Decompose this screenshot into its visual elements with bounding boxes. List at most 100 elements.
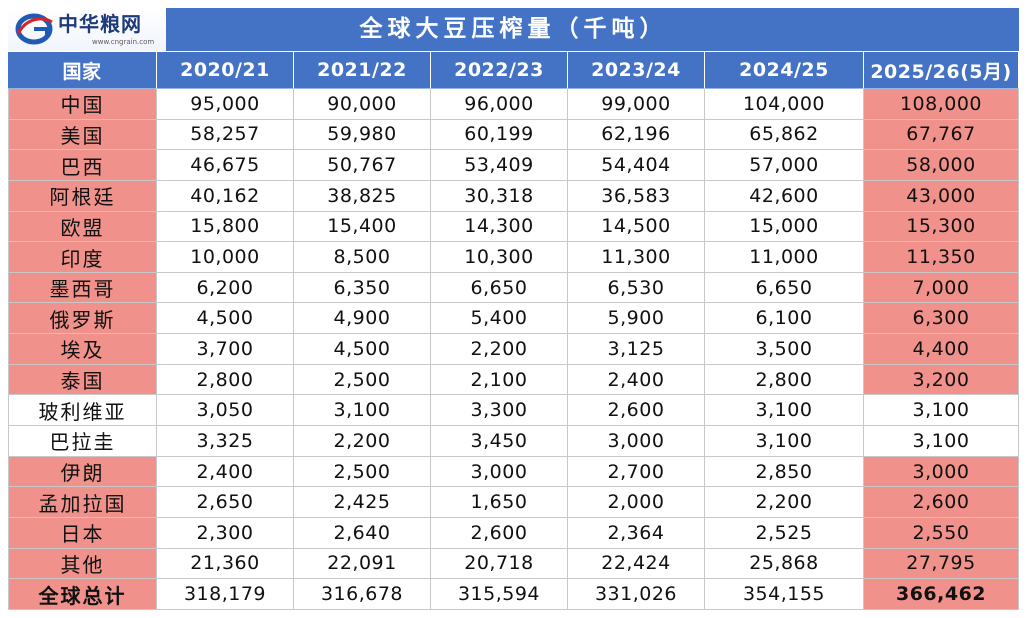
- value-cell: 3,100: [705, 426, 864, 457]
- country-name: 埃及: [8, 334, 157, 365]
- value-cell: 36,583: [568, 180, 705, 212]
- column-header-country: 国家: [8, 52, 157, 89]
- value-cell: 6,300: [864, 303, 1019, 335]
- value-cell: 2,800: [705, 364, 864, 396]
- value-cell: 20,718: [431, 548, 568, 580]
- value-cell: 1,650: [431, 487, 568, 518]
- total-value: 354,155: [705, 579, 864, 610]
- value-cell: 22,091: [294, 548, 431, 580]
- value-cell: 30,318: [431, 180, 568, 212]
- value-cell: 27,795: [864, 548, 1019, 580]
- value-cell: 43,000: [864, 180, 1019, 212]
- value-cell: 2,200: [705, 487, 864, 518]
- value-cell: 3,300: [431, 395, 568, 427]
- country-name: 玻利维亚: [8, 395, 157, 427]
- value-cell: 4,400: [864, 334, 1019, 365]
- logo-name: 中华粮网: [58, 12, 142, 36]
- table-title: 全球大豆压榨量（千吨）: [359, 16, 668, 42]
- value-cell: 95,000: [157, 89, 294, 120]
- value-cell: 2,600: [431, 517, 568, 549]
- value-cell: 4,900: [294, 303, 431, 335]
- value-cell: 15,300: [864, 211, 1019, 243]
- value-cell: 2,500: [294, 456, 431, 488]
- value-cell: 53,409: [431, 150, 568, 181]
- country-name: 中国: [8, 89, 157, 120]
- value-cell: 11,000: [705, 242, 864, 273]
- total-label: 全球总计: [8, 579, 157, 610]
- value-cell: 11,300: [568, 242, 705, 273]
- value-cell: 5,400: [431, 303, 568, 335]
- value-cell: 3,100: [864, 426, 1019, 457]
- value-cell: 59,980: [294, 119, 431, 151]
- total-value: 316,678: [294, 579, 431, 610]
- value-cell: 2,850: [705, 456, 864, 488]
- value-cell: 58,257: [157, 119, 294, 151]
- logo-icon: [15, 13, 53, 45]
- value-cell: 2,000: [568, 487, 705, 518]
- value-cell: 5,900: [568, 303, 705, 335]
- country-name: 伊朗: [8, 456, 157, 488]
- column-header-2024-25: 2024/25: [705, 52, 864, 89]
- value-cell: 2,400: [568, 364, 705, 396]
- value-cell: 96,000: [431, 89, 568, 120]
- value-cell: 2,600: [864, 487, 1019, 518]
- value-cell: 2,525: [705, 517, 864, 549]
- country-name: 欧盟: [8, 211, 157, 243]
- value-cell: 2,425: [294, 487, 431, 518]
- value-cell: 6,650: [431, 272, 568, 304]
- value-cell: 3,450: [431, 426, 568, 457]
- value-cell: 7,000: [864, 272, 1019, 304]
- value-cell: 6,100: [705, 303, 864, 335]
- country-name: 日本: [8, 517, 157, 549]
- value-cell: 2,200: [431, 334, 568, 365]
- value-cell: 6,200: [157, 272, 294, 304]
- value-cell: 2,550: [864, 517, 1019, 549]
- total-value: 315,594: [431, 579, 568, 610]
- value-cell: 2,364: [568, 517, 705, 549]
- value-cell: 4,500: [157, 303, 294, 335]
- value-cell: 67,767: [864, 119, 1019, 151]
- value-cell: 58,000: [864, 150, 1019, 181]
- country-name: 印度: [8, 242, 157, 273]
- value-cell: 3,700: [157, 334, 294, 365]
- value-cell: 57,000: [705, 150, 864, 181]
- value-cell: 3,200: [864, 364, 1019, 396]
- value-cell: 25,868: [705, 548, 864, 580]
- country-name: 巴拉圭: [8, 426, 157, 457]
- country-name: 泰国: [8, 364, 157, 396]
- value-cell: 3,000: [568, 426, 705, 457]
- country-name: 孟加拉国: [8, 487, 157, 518]
- value-cell: 46,675: [157, 150, 294, 181]
- value-cell: 4,500: [294, 334, 431, 365]
- value-cell: 2,800: [157, 364, 294, 396]
- site-logo: 中华粮网 www.cngrain.com: [8, 8, 166, 51]
- value-cell: 2,400: [157, 456, 294, 488]
- country-name: 阿根廷: [8, 180, 157, 212]
- value-cell: 3,125: [568, 334, 705, 365]
- value-cell: 3,100: [705, 395, 864, 427]
- value-cell: 3,050: [157, 395, 294, 427]
- table-sheet: 全球大豆压榨量（千吨） 中华粮网 www.cngrain.com 国家 2020/…: [8, 8, 1019, 610]
- value-cell: 104,000: [705, 89, 864, 120]
- column-header-2020-21: 2020/21: [157, 52, 294, 89]
- value-cell: 8,500: [294, 242, 431, 273]
- country-name: 墨西哥: [8, 272, 157, 304]
- value-cell: 3,000: [864, 456, 1019, 488]
- value-cell: 3,500: [705, 334, 864, 365]
- value-cell: 3,100: [294, 395, 431, 427]
- value-cell: 3,325: [157, 426, 294, 457]
- value-cell: 42,600: [705, 180, 864, 212]
- value-cell: 22,424: [568, 548, 705, 580]
- value-cell: 38,825: [294, 180, 431, 212]
- value-cell: 108,000: [864, 89, 1019, 120]
- value-cell: 6,350: [294, 272, 431, 304]
- value-cell: 2,640: [294, 517, 431, 549]
- value-cell: 21,360: [157, 548, 294, 580]
- total-value: 318,179: [157, 579, 294, 610]
- value-cell: 2,650: [157, 487, 294, 518]
- value-cell: 6,650: [705, 272, 864, 304]
- value-cell: 62,196: [568, 119, 705, 151]
- value-cell: 2,200: [294, 426, 431, 457]
- value-cell: 90,000: [294, 89, 431, 120]
- value-cell: 3,000: [431, 456, 568, 488]
